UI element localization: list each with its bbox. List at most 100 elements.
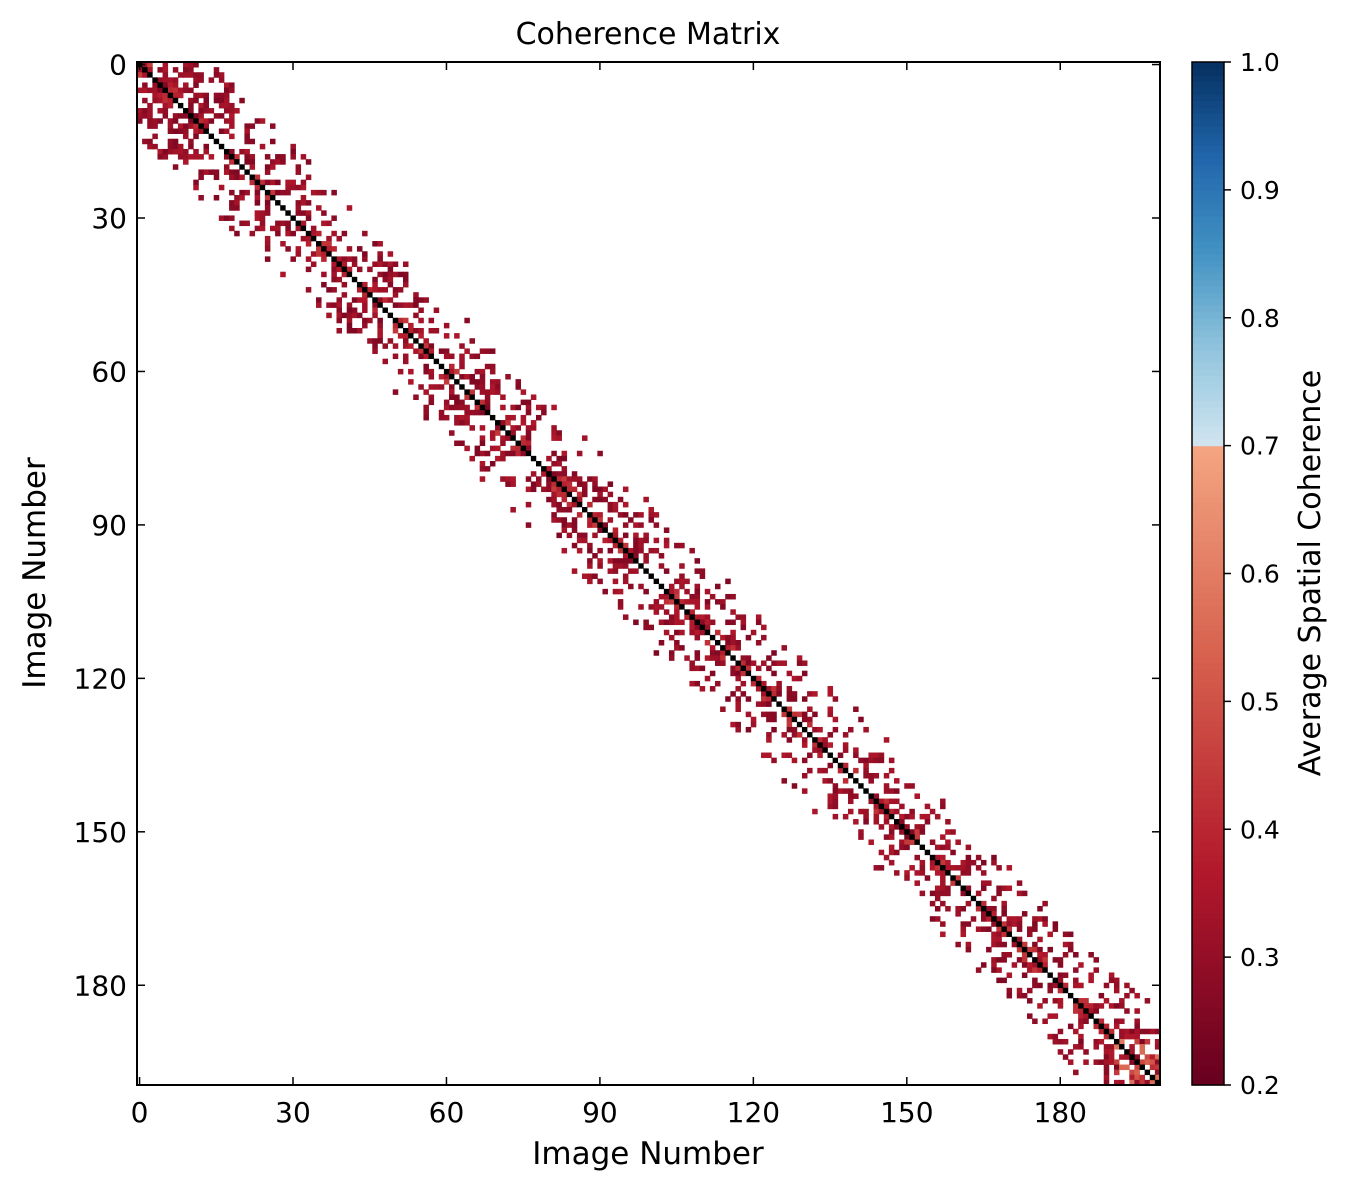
- heatmap-cell: [699, 573, 706, 580]
- heatmap-cell: [515, 404, 522, 411]
- heatmap-cell: [305, 174, 312, 181]
- heatmap-cell: [249, 154, 256, 160]
- heatmap-cell: [147, 108, 153, 114]
- heatmap-cell: [1154, 1038, 1161, 1045]
- heatmap-cell: [940, 900, 946, 907]
- heatmap-cell: [218, 77, 225, 83]
- heatmap-cell: [1078, 1008, 1084, 1014]
- heatmap-cell: [530, 425, 537, 431]
- heatmap-cell: [1016, 957, 1023, 963]
- colorbar-tick-label: 0.9: [1240, 176, 1280, 205]
- heatmap-cell: [177, 143, 184, 150]
- heatmap-cell: [801, 660, 808, 666]
- heatmap-cell: [356, 327, 363, 334]
- heatmap-cell: [571, 501, 578, 508]
- heatmap-cell: [582, 481, 588, 487]
- diagonal-cell: [484, 409, 491, 416]
- heatmap-cell: [505, 414, 511, 421]
- heatmap-cell: [305, 215, 312, 221]
- heatmap-cell: [310, 251, 317, 257]
- heatmap-cell: [827, 711, 834, 718]
- heatmap-cell: [167, 97, 174, 104]
- heatmap-cell: [822, 778, 828, 784]
- heatmap-cell: [1032, 946, 1038, 953]
- heatmap-cell: [500, 476, 506, 482]
- heatmap-cell: [254, 174, 261, 181]
- x-tick-label: 30: [275, 1096, 311, 1129]
- heatmap-cell: [1062, 1054, 1069, 1060]
- heatmap-cell: [694, 599, 701, 605]
- diagonal-cell: [1016, 941, 1023, 948]
- heatmap-cell: [980, 916, 987, 922]
- heatmap-cell: [1093, 1008, 1100, 1014]
- diagonal-cell: [755, 680, 762, 687]
- heatmap-cell: [167, 102, 174, 109]
- heatmap-cell: [372, 241, 378, 247]
- heatmap-cell: [264, 169, 271, 175]
- heatmap-cell: [622, 553, 629, 559]
- heatmap-cell: [556, 476, 562, 482]
- heatmap-cell: [980, 870, 987, 876]
- colorbar-segment: [1192, 368, 1224, 376]
- heatmap-cell: [1124, 1064, 1130, 1071]
- heatmap-cell: [617, 563, 624, 569]
- heatmap-cell: [172, 82, 179, 88]
- heatmap-cell: [648, 517, 655, 523]
- heatmap-cell: [418, 297, 424, 303]
- heatmap-cell: [1129, 1059, 1135, 1065]
- heatmap-cell: [1139, 1079, 1146, 1086]
- heatmap-cell: [341, 312, 348, 319]
- heatmap-cell: [208, 169, 215, 175]
- heatmap-cell: [520, 399, 527, 406]
- heatmap-cell: [832, 788, 839, 794]
- heatmap-cell: [147, 113, 153, 119]
- heatmap-cell: [996, 885, 1002, 892]
- heatmap-cell: [965, 946, 972, 953]
- diagonal-cell: [929, 854, 936, 861]
- heatmap-cell: [546, 486, 552, 493]
- diagonal-cell: [530, 455, 537, 462]
- heatmap-cell: [489, 363, 496, 370]
- colorbar-segment: [1192, 1072, 1224, 1080]
- diagonal-cell: [699, 624, 706, 631]
- colorbar-segment: [1192, 515, 1224, 523]
- x-axis-label: Image Number: [532, 1136, 764, 1172]
- x-axis-ticks: 0 30 60 90 120 150 180: [131, 62, 1087, 1129]
- heatmap-cell: [1016, 987, 1023, 994]
- heatmap-cell: [1124, 992, 1130, 999]
- heatmap-cell: [351, 307, 358, 314]
- heatmap-cell: [556, 435, 562, 441]
- heatmap-cell: [203, 123, 210, 129]
- y-tick-label: 0: [109, 49, 127, 82]
- heatmap-cell: [658, 563, 665, 569]
- heatmap-cell: [172, 67, 179, 73]
- heatmap-cell: [750, 680, 757, 687]
- diagonal-cell: [1129, 1054, 1135, 1060]
- heatmap-cell: [1037, 967, 1043, 973]
- heatmap-cell: [801, 742, 808, 748]
- heatmap-cell: [474, 450, 481, 457]
- heatmap-cell: [771, 691, 777, 697]
- heatmap-cell: [832, 716, 839, 723]
- heatmap-cell: [264, 179, 271, 186]
- heatmap-cell: [597, 486, 603, 493]
- heatmap-cell: [730, 629, 736, 636]
- heatmap-cell: [945, 844, 951, 851]
- heatmap-cell: [934, 890, 941, 897]
- heatmap-cell: [459, 353, 465, 360]
- colorbar-segment: [1192, 694, 1224, 702]
- heatmap-cell: [1144, 1028, 1151, 1035]
- heatmap-cell: [484, 363, 491, 370]
- heatmap-cell: [1042, 962, 1048, 968]
- heatmap-cell: [842, 747, 849, 753]
- heatmap-cell: [571, 542, 578, 549]
- heatmap-cell: [229, 82, 235, 88]
- heatmap-cell: [443, 414, 450, 421]
- heatmap-cell: [264, 246, 271, 252]
- heatmap-cell: [229, 148, 235, 155]
- heatmap-cell: [934, 895, 941, 902]
- heatmap-cell: [341, 256, 348, 262]
- heatmap-cell: [873, 752, 880, 759]
- heatmap-cell: [541, 486, 547, 493]
- heatmap-cell: [382, 276, 389, 283]
